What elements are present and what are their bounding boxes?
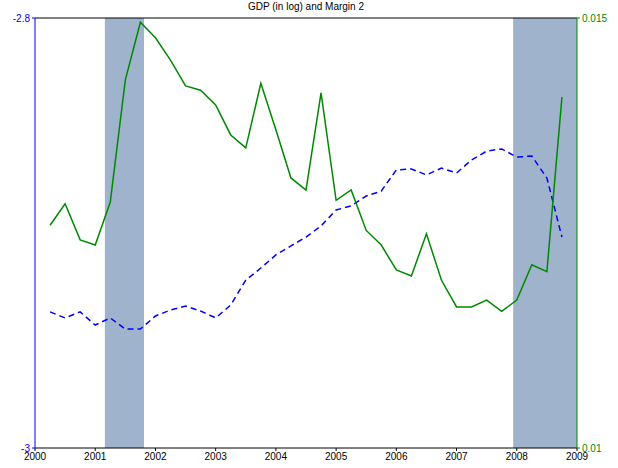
svg-text:-2.8: -2.8 [13,13,31,24]
html-text:GDP (in log) and Margin 2: GDP (in log) and Margin 2 [248,1,364,12]
svg-text:2007: 2007 [445,451,468,462]
svg-text:2001: 2001 [84,451,107,462]
svg-text:-3: -3 [21,443,30,454]
svg-text:0.01: 0.01 [582,443,602,454]
svg-text:2006: 2006 [385,451,408,462]
svg-text:0.015: 0.015 [582,13,607,24]
svg-text:2000: 2000 [23,451,47,463]
svg-text:2009: 2009 [565,451,589,463]
svg-text:2008: 2008 [506,451,529,462]
svg-text:2005: 2005 [325,451,348,462]
svg-text:2002: 2002 [144,451,167,462]
svg-text:2004: 2004 [265,451,288,462]
svg-text:2003: 2003 [205,451,228,462]
